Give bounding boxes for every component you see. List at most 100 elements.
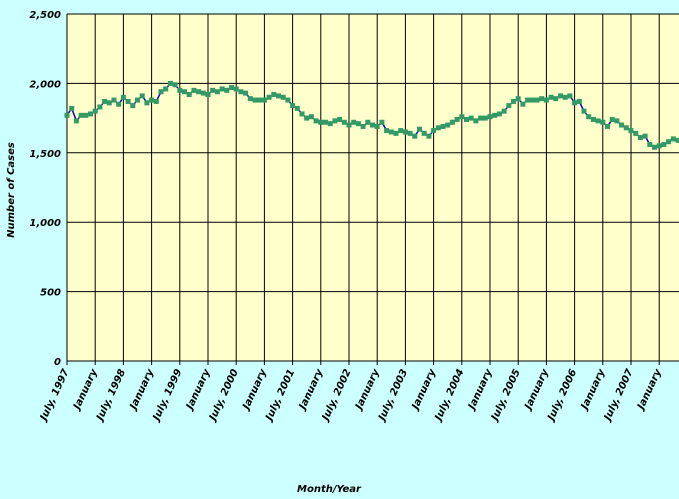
- point-marker: [313, 118, 319, 124]
- point-marker: [609, 116, 615, 122]
- point-marker: [370, 122, 375, 128]
- point-marker: [421, 130, 427, 136]
- point-marker: [525, 97, 531, 103]
- plot-area: [67, 14, 679, 361]
- y-tick-label: 2,000: [29, 79, 61, 90]
- point-marker: [266, 94, 272, 100]
- point-marker: [214, 89, 220, 95]
- point-marker: [402, 129, 408, 135]
- y-tick-label: 1,000: [29, 218, 61, 229]
- point-marker: [280, 94, 286, 100]
- point-marker: [271, 92, 277, 98]
- point-marker: [449, 119, 455, 125]
- x-tick-label: July, 2007: [602, 368, 636, 424]
- point-marker: [139, 93, 145, 99]
- x-tick-label: January: [522, 367, 551, 413]
- point-marker: [614, 118, 620, 124]
- point-marker: [398, 128, 404, 134]
- point-marker: [652, 144, 657, 150]
- point-marker: [243, 90, 249, 96]
- point-marker: [628, 128, 634, 134]
- x-tick-label: July, 1997: [38, 368, 72, 424]
- point-marker: [69, 105, 75, 111]
- point-marker: [539, 96, 545, 102]
- point-marker: [83, 112, 89, 118]
- point-marker: [445, 122, 451, 128]
- point-marker: [153, 98, 159, 104]
- point-marker: [562, 94, 568, 100]
- point-marker: [294, 105, 300, 111]
- point-marker: [224, 87, 230, 93]
- point-marker: [196, 89, 202, 95]
- point-marker: [431, 128, 437, 134]
- point-marker: [417, 126, 422, 132]
- point-marker: [365, 119, 371, 125]
- x-tick-label: January: [127, 367, 156, 413]
- point-marker: [205, 92, 211, 98]
- point-marker: [360, 123, 366, 129]
- x-tick-label: July, 2000: [207, 368, 241, 424]
- point-marker: [238, 89, 244, 95]
- x-axis-title: Month/Year: [297, 484, 362, 495]
- point-marker: [276, 93, 281, 99]
- point-marker: [600, 119, 606, 125]
- point-marker: [595, 118, 601, 124]
- point-marker: [116, 101, 122, 107]
- point-marker: [346, 122, 352, 128]
- point-marker: [543, 97, 549, 103]
- point-marker: [337, 116, 343, 122]
- point-marker: [257, 97, 263, 103]
- point-marker: [534, 97, 540, 103]
- point-marker: [261, 97, 267, 103]
- point-marker: [501, 108, 507, 114]
- x-tick-label: January: [184, 367, 213, 413]
- point-marker: [440, 123, 446, 129]
- x-tick-label: January: [579, 367, 608, 413]
- point-marker: [92, 108, 98, 114]
- point-marker: [210, 87, 216, 93]
- point-marker: [323, 119, 328, 125]
- point-marker: [426, 133, 432, 139]
- point-marker: [619, 122, 625, 128]
- point-marker: [459, 114, 465, 120]
- point-marker: [464, 116, 469, 122]
- point-marker: [492, 112, 498, 118]
- x-tick-label: January: [353, 367, 382, 413]
- point-marker: [172, 82, 178, 88]
- point-marker: [88, 111, 93, 117]
- point-marker: [219, 86, 225, 92]
- point-marker: [529, 97, 535, 103]
- point-marker: [102, 98, 108, 104]
- point-marker: [64, 112, 70, 118]
- x-tick-label: January: [71, 367, 100, 413]
- point-marker: [633, 130, 639, 136]
- point-marker: [341, 119, 347, 125]
- point-marker: [78, 112, 84, 118]
- x-tick-label: January: [409, 367, 438, 413]
- x-tick-label: July, 1999: [150, 368, 184, 424]
- x-tick-label: July, 2001: [263, 368, 297, 424]
- point-marker: [285, 97, 291, 103]
- point-marker: [388, 129, 394, 135]
- point-marker: [351, 119, 357, 125]
- point-marker: [468, 115, 474, 121]
- point-marker: [590, 116, 596, 122]
- point-marker: [656, 143, 662, 149]
- point-marker: [605, 123, 610, 129]
- point-marker: [120, 94, 126, 100]
- point-marker: [623, 125, 629, 131]
- point-marker: [647, 141, 653, 147]
- point-marker: [642, 133, 648, 139]
- point-marker: [200, 90, 206, 96]
- point-marker: [675, 137, 679, 143]
- point-marker: [182, 89, 187, 95]
- point-marker: [149, 97, 155, 103]
- x-tick-label: January: [297, 367, 326, 413]
- x-tick-label: July, 2003: [376, 368, 410, 424]
- point-marker: [97, 104, 103, 110]
- point-marker: [487, 114, 493, 120]
- point-marker: [548, 94, 554, 100]
- point-marker: [73, 118, 79, 124]
- point-marker: [393, 130, 399, 136]
